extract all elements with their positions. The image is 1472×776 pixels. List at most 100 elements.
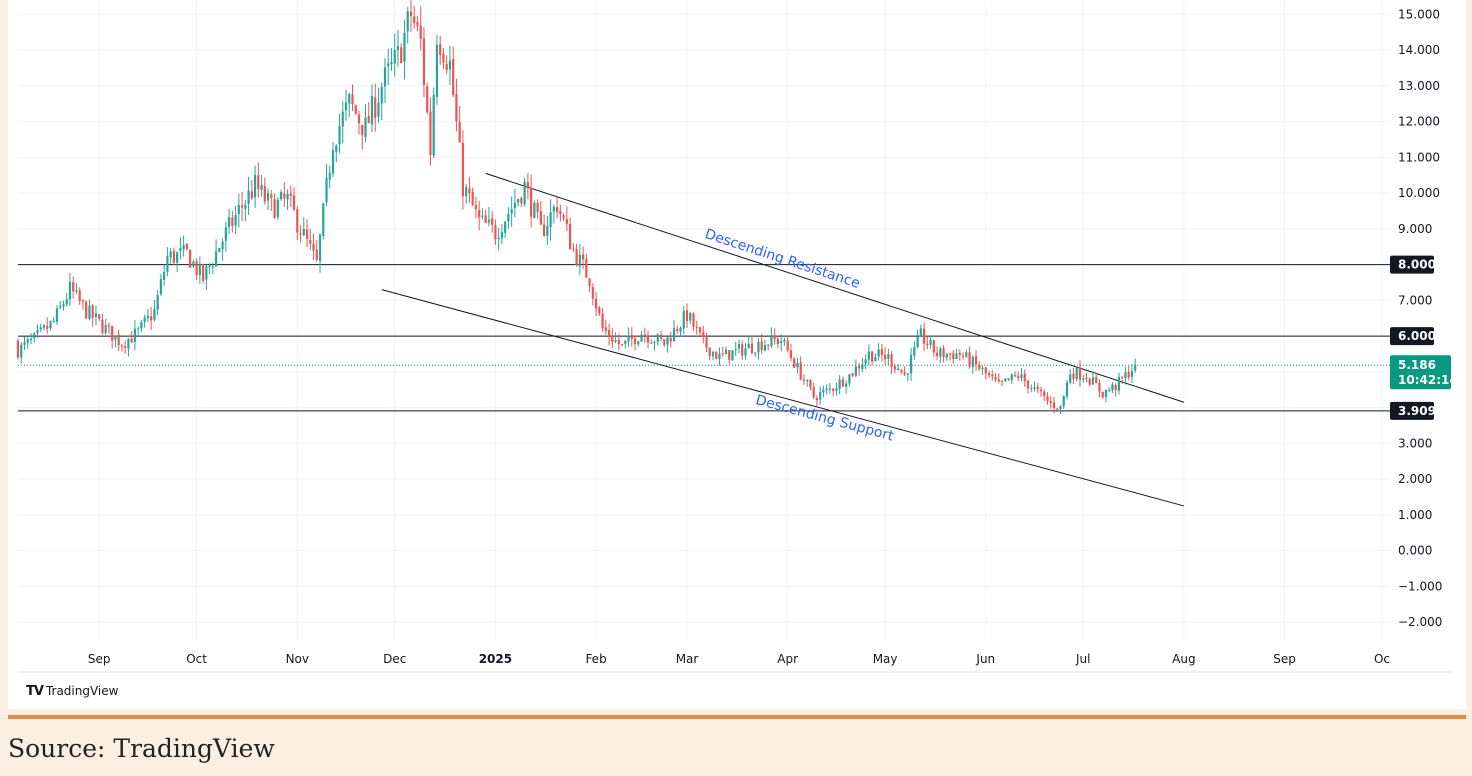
candle-body	[952, 353, 955, 359]
candle-body	[1098, 382, 1101, 392]
candle-body	[679, 327, 682, 332]
candle-body	[513, 202, 516, 209]
candle-body	[331, 150, 335, 174]
candle-body	[318, 234, 322, 261]
candle-body	[552, 206, 555, 212]
candle-body	[172, 250, 175, 263]
candle-body	[240, 205, 244, 208]
candle-body	[182, 244, 185, 250]
candle-body	[578, 254, 581, 267]
candle-body	[630, 334, 633, 339]
candle-body	[120, 345, 124, 347]
candle-body	[1059, 405, 1062, 410]
candle-body	[806, 380, 809, 382]
candle-body	[124, 346, 127, 348]
candle-body	[468, 188, 471, 194]
y-tick-label: 14.000	[1398, 43, 1440, 57]
candle-body	[143, 317, 146, 322]
candle-body	[1082, 378, 1085, 380]
candle-body	[396, 45, 400, 51]
candle-body	[1095, 377, 1098, 384]
candle-body	[260, 184, 263, 191]
y-tick-label: 3.000	[1398, 436, 1432, 450]
y-tick-label: 1.000	[1398, 508, 1432, 522]
x-tick-label: Apr	[777, 652, 798, 666]
candle-body	[1101, 391, 1104, 398]
descending-support-label: Descending Support	[754, 392, 896, 445]
candle-body	[390, 62, 393, 65]
candle-body	[62, 304, 65, 307]
candle-body	[185, 243, 188, 250]
candle-body	[877, 349, 880, 357]
candle-body	[266, 193, 270, 201]
candle-body	[789, 350, 793, 359]
candle-body	[270, 194, 273, 199]
candle-body	[192, 261, 195, 267]
candle-body	[59, 306, 62, 308]
candle-body	[283, 193, 286, 199]
candle-body	[780, 340, 783, 344]
candle-body	[146, 315, 150, 318]
candle-body	[370, 95, 374, 125]
candle-body	[659, 334, 663, 339]
candle-body	[598, 307, 601, 314]
candle-body	[854, 366, 857, 376]
candle-body	[461, 142, 465, 197]
candle-body	[601, 313, 604, 329]
candle-body	[247, 190, 250, 204]
candle-body	[744, 348, 747, 356]
candle-body	[26, 339, 29, 343]
candle-body	[705, 335, 708, 348]
candle-body	[416, 21, 419, 26]
y-tick-label: 12.000	[1398, 115, 1440, 129]
candle-body	[526, 182, 529, 189]
candle-body	[1065, 382, 1069, 397]
candle-body	[643, 334, 646, 336]
candle-body	[1072, 373, 1075, 379]
candle-body	[130, 338, 133, 343]
candle-body	[572, 248, 575, 250]
candle-body	[594, 299, 598, 309]
candle-body	[23, 342, 26, 345]
candle-body	[819, 392, 822, 400]
candle-body	[46, 325, 49, 329]
candle-body	[633, 338, 637, 345]
candle-body	[536, 202, 539, 212]
candle-body	[361, 124, 364, 136]
candle-body	[244, 204, 247, 209]
candle-body	[49, 321, 52, 329]
current-price-tag	[1390, 355, 1451, 390]
candle-body	[445, 64, 448, 70]
x-tick-label: Jul	[1075, 652, 1090, 666]
candle-body	[328, 172, 331, 180]
candle-body	[1127, 371, 1130, 378]
tradingview-logo[interactable]: TV TradingView	[26, 683, 118, 699]
candle-body	[299, 233, 302, 235]
candle-body	[887, 354, 890, 359]
y-tick-label: 0.000	[1398, 544, 1432, 558]
chart-panel: Descending Resistance Descending Support …	[8, 0, 1466, 709]
candle-body	[568, 223, 572, 250]
candle-body	[1085, 378, 1088, 380]
candle-body	[101, 319, 104, 333]
candle-body	[942, 348, 945, 358]
candle-body	[163, 271, 166, 280]
level-tag	[1390, 255, 1434, 274]
candle-body	[702, 331, 705, 337]
candle-body	[367, 115, 370, 124]
level-tag-label: 8.000	[1398, 258, 1436, 272]
candle-body	[273, 199, 276, 219]
candle-body	[176, 252, 179, 263]
candle-body	[292, 195, 296, 210]
candle-body	[442, 53, 445, 63]
candle-body	[624, 340, 627, 344]
candle-body	[994, 376, 997, 380]
candle-body	[478, 210, 481, 218]
candle-body	[611, 336, 614, 342]
candle-body	[400, 47, 403, 64]
y-tick-label: 13.000	[1398, 79, 1440, 93]
candle-body	[33, 333, 36, 339]
candle-body	[202, 264, 205, 281]
candle-body	[1091, 377, 1095, 385]
